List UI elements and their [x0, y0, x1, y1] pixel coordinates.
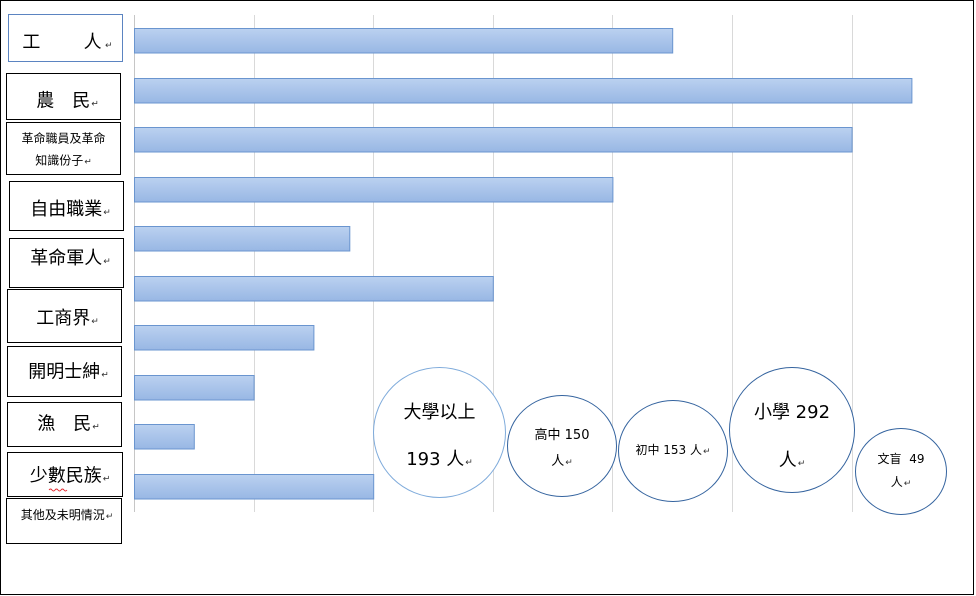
bubble-line: 小學 292	[753, 401, 831, 423]
bubble-line-text: 人	[551, 453, 565, 469]
bubble-line-with-mark: 193 人↵	[404, 436, 476, 487]
bar-ethnic-minorities	[134, 424, 195, 450]
category-label-text: 工商界	[36, 307, 91, 329]
category-label-text: 工 人	[22, 31, 105, 53]
bubble-text: 高中 150 人↵	[535, 423, 590, 476]
category-label-content: 漁 民↵	[37, 414, 100, 439]
paragraph-mark: ↵	[703, 447, 711, 457]
paragraph-mark: ↵	[92, 422, 100, 433]
paragraph-mark: ↵	[903, 478, 912, 489]
bar-revolutionary-staff-intellectuals	[134, 127, 853, 153]
category-label-text: 農 民	[36, 90, 91, 112]
category-label-fishermen[interactable]: 漁 民↵	[7, 402, 122, 447]
category-label-enlightened-gentry[interactable]: 開明士紳↵	[7, 346, 122, 397]
paragraph-mark: ↵	[465, 457, 473, 468]
bubble-line-with-mark: 人↵	[535, 449, 590, 476]
education-bubble-junior-high[interactable]: 初中 153 人↵	[618, 400, 728, 502]
paragraph-mark: ↵	[84, 157, 92, 167]
category-label-workers[interactable]: 工 人↵	[8, 14, 123, 62]
category-label-text: 自由職業	[30, 198, 103, 220]
education-bubble-high-school[interactable]: 高中 150 人↵	[507, 395, 617, 497]
category-label-text: 革命軍人	[30, 247, 103, 269]
paragraph-mark: ↵	[103, 207, 111, 218]
category-label-text: 少數民族	[29, 465, 102, 487]
paragraph-mark: ↵	[91, 99, 99, 110]
bar-workers	[134, 28, 674, 54]
category-label-revolutionary-staff-intellectuals[interactable]: 革命職員及革命 知識份子↵	[6, 122, 121, 175]
category-label-content: 農 民↵	[36, 91, 99, 116]
bubble-line: 大學以上	[403, 401, 476, 423]
bubble-line-with-mark: 人↵	[754, 437, 830, 488]
bubble-line-text: 193 人	[406, 448, 465, 470]
category-label-content: 開明士紳↵	[28, 362, 109, 387]
category-label-content: 革命軍人↵	[30, 248, 111, 273]
bar-business	[134, 276, 494, 302]
paragraph-mark: ↵	[565, 457, 573, 468]
bars	[134, 28, 913, 500]
bar-peasants	[134, 78, 913, 104]
category-label-text: 其他及未明情況	[20, 508, 105, 522]
category-label-other-unknown[interactable]: 其他及未明情況↵	[6, 498, 122, 544]
bar-liberal-professions	[134, 177, 614, 203]
bar-enlightened-gentry	[134, 325, 315, 351]
paragraph-mark: ↵	[91, 316, 99, 327]
bubble-line-text: 初中 153 人	[635, 443, 702, 457]
bubble-line-text: 人	[778, 449, 797, 471]
paragraph-mark: ↵	[105, 40, 113, 51]
category-label-content: 革命職員及革命 知識份子↵	[21, 127, 105, 173]
bar-revolutionary-soldiers	[134, 226, 351, 252]
education-bubble-university[interactable]: 大學以上 193 人↵	[373, 367, 506, 498]
category-label-text: 革命職員及革命 知識份子	[21, 131, 106, 167]
bar-fishermen	[134, 375, 255, 401]
bubble-text: 初中 153 人↵	[635, 442, 710, 460]
bubble-text: 小學 292 人↵	[754, 389, 830, 488]
category-label-revolutionary-soldiers[interactable]: 革命軍人↵	[9, 238, 124, 288]
education-bubble-primary-school[interactable]: 小學 292 人↵	[729, 367, 855, 493]
category-label-ethnic-minorities[interactable]: 少數民族↵	[7, 452, 123, 497]
category-label-text: 漁 民	[37, 413, 92, 435]
paragraph-mark: ↵	[102, 474, 111, 485]
paragraph-mark: ↵	[101, 370, 109, 381]
paragraph-mark: ↵	[103, 256, 111, 267]
bubble-line-with-mark: 人↵	[877, 471, 924, 496]
category-label-peasants[interactable]: 農 民↵	[6, 73, 121, 120]
category-label-content: 自由職業↵	[30, 199, 111, 224]
category-label-text: 開明士紳	[28, 361, 101, 383]
spellcheck-squiggle	[48, 488, 68, 492]
category-label-content: 少數民族↵	[30, 466, 111, 491]
bubble-line: 高中 150	[534, 427, 590, 443]
bubble-line-text: 人	[890, 474, 903, 489]
category-label-content: 其他及未明情況↵	[21, 504, 114, 528]
paragraph-mark: ↵	[105, 512, 114, 522]
bubble-line: 文盲 49	[877, 451, 925, 466]
bar-other-unknown	[134, 474, 375, 500]
category-label-content: 工商界↵	[36, 308, 99, 333]
category-label-business[interactable]: 工商界↵	[7, 289, 122, 343]
category-label-liberal-professions[interactable]: 自由職業↵	[9, 181, 124, 231]
bubble-line-with-mark: 初中 153 人↵	[635, 442, 710, 460]
bubble-text: 文盲 49 人↵	[877, 448, 924, 496]
category-label-content: 工 人↵	[22, 32, 112, 57]
bubble-text: 大學以上 193 人↵	[404, 389, 476, 487]
paragraph-mark: ↵	[797, 458, 806, 469]
education-bubble-illiterate[interactable]: 文盲 49 人↵	[855, 428, 947, 515]
